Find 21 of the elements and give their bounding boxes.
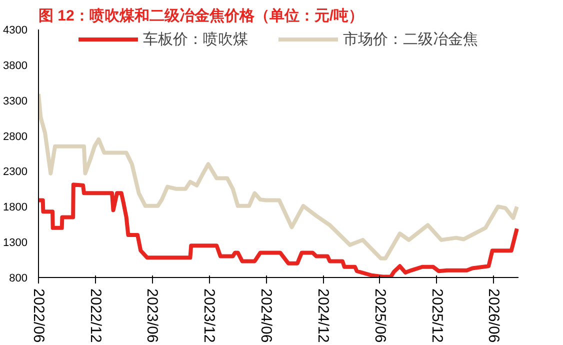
legend-label: 车板价：喷吹煤	[143, 30, 248, 48]
x-tick-label: 2025/06	[371, 288, 388, 343]
y-tick-label: 800	[9, 272, 28, 284]
x-tick-label: 2023/12	[200, 288, 218, 343]
x-tick-label: 2022/12	[87, 288, 104, 343]
line-series	[38, 92, 518, 260]
x-tick-label: 2025/12	[428, 288, 446, 343]
y-tick-label: 4300	[3, 24, 28, 36]
y-tick-label: 3800	[3, 60, 28, 72]
x-tick-label: 2024/06	[258, 288, 275, 343]
x-tick-label: 2022/06	[30, 288, 47, 343]
legend-label: 市场价：二级冶金焦	[343, 30, 478, 48]
y-tick-label: 2300	[3, 166, 28, 178]
y-tick-label: 2800	[3, 130, 28, 143]
x-tick-label: 2024/12	[314, 288, 332, 343]
chart-title: 图 12：喷吹煤和二级冶金焦价格（单位：元/吨）	[38, 8, 364, 24]
y-tick-label: 3300	[3, 95, 28, 108]
y-tick-label: 1300	[3, 237, 28, 250]
y-tick-label: 1800	[3, 202, 28, 214]
x-tick-label: 2026/06	[485, 288, 502, 343]
x-tick-label: 2023/06	[144, 288, 161, 343]
